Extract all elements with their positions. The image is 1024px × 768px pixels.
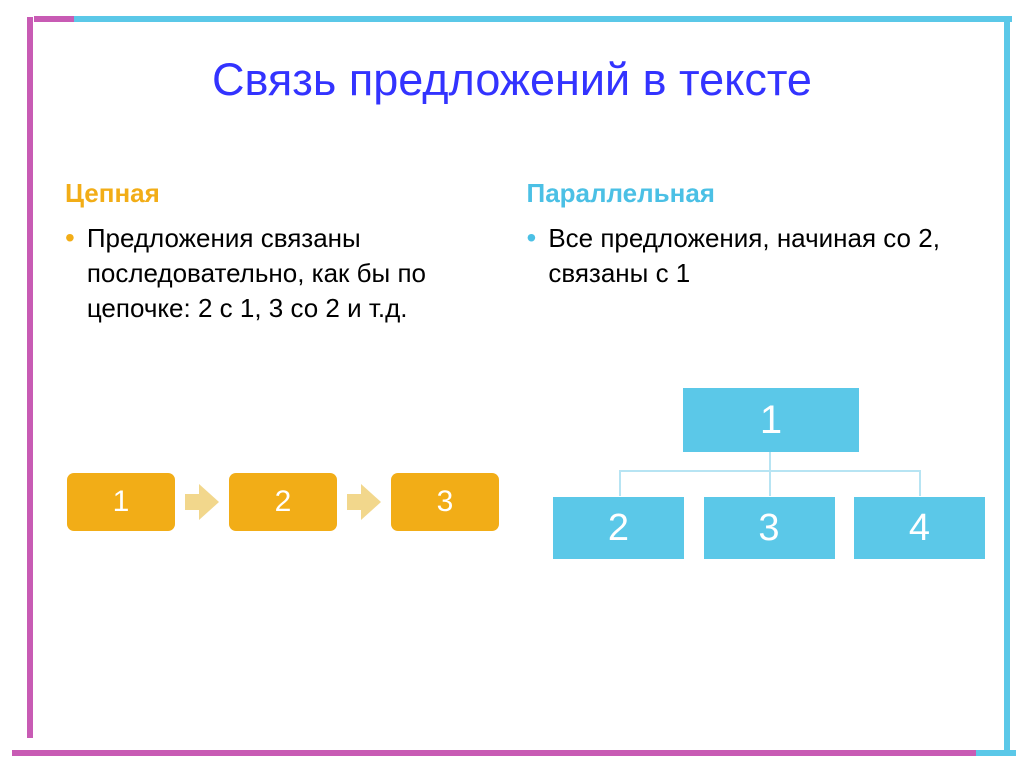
tree-diagram: 1 234 xyxy=(553,388,985,563)
frame-bottom-right-seg xyxy=(976,750,1016,756)
frame-border-top xyxy=(34,16,1012,22)
tree-leaf-node: 3 xyxy=(704,497,835,559)
right-column: Параллельная • Все предложения, начиная … xyxy=(527,178,965,326)
left-body-text: Предложения связаны последовательно, как… xyxy=(87,221,503,326)
chain-diagram: 123 xyxy=(67,473,499,531)
slide-title: Связь предложений в тексте xyxy=(0,54,1024,106)
frame-border-right xyxy=(1004,22,1010,756)
tree-leaves: 234 xyxy=(553,497,985,559)
tree-root-node: 1 xyxy=(683,388,859,452)
bullet-icon: • xyxy=(65,221,75,255)
left-heading: Цепная xyxy=(65,178,503,209)
tree-drop xyxy=(919,470,921,496)
tree-connector xyxy=(553,452,985,496)
chain-node: 1 xyxy=(67,473,175,531)
tree-leaf-node: 2 xyxy=(553,497,684,559)
frame-bottom-left-seg xyxy=(12,750,976,756)
right-body-text: Все предложения, начиная со 2, связаны с… xyxy=(548,221,964,291)
chain-node: 3 xyxy=(391,473,499,531)
chain-arrow-icon xyxy=(347,484,381,520)
tree-drop xyxy=(769,470,771,496)
tree-stem xyxy=(769,452,771,470)
frame-border-left xyxy=(27,17,33,738)
chain-arrow-icon xyxy=(185,484,219,520)
left-bullet-row: • Предложения связаны последовательно, к… xyxy=(65,221,503,326)
chain-node: 2 xyxy=(229,473,337,531)
tree-leaf-node: 4 xyxy=(854,497,985,559)
left-column: Цепная • Предложения связаны последовате… xyxy=(65,178,503,326)
frame-top-right-seg xyxy=(74,16,1012,22)
frame-border-bottom xyxy=(12,750,1016,756)
right-heading: Параллельная xyxy=(527,178,965,209)
columns-wrapper: Цепная • Предложения связаны последовате… xyxy=(65,178,964,326)
tree-drop xyxy=(619,470,621,496)
bullet-icon: • xyxy=(527,221,537,255)
frame-top-left-seg xyxy=(34,16,74,22)
slide: Связь предложений в тексте Цепная • Пред… xyxy=(0,0,1024,768)
right-bullet-row: • Все предложения, начиная со 2, связаны… xyxy=(527,221,965,291)
